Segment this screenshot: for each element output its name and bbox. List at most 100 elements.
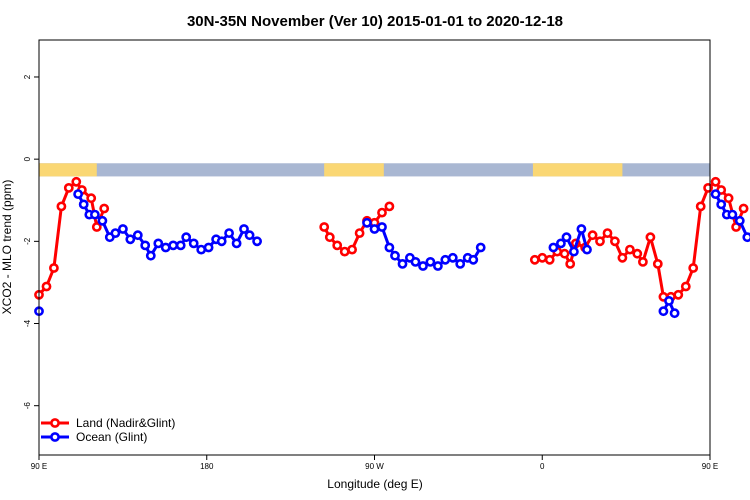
data-point (561, 232, 572, 243)
data-point (224, 228, 234, 238)
data-point (440, 254, 451, 265)
data-point (90, 209, 100, 220)
data-point (632, 248, 643, 259)
x-tick-label: 90 E (702, 462, 718, 471)
data-point (339, 246, 350, 257)
data-point (556, 238, 566, 249)
data-point (181, 232, 192, 243)
data-point (160, 242, 171, 253)
x-tick-label: 90 W (365, 462, 384, 471)
plot-frame (38, 39, 711, 456)
data-point (716, 199, 727, 210)
x-tick-label: 90 E (31, 462, 47, 471)
data-point (216, 236, 227, 247)
data-point (71, 176, 82, 187)
data-point (390, 250, 400, 261)
data-point (99, 203, 110, 214)
data-point (239, 224, 249, 234)
land-band-segment (324, 163, 384, 177)
data-point (734, 215, 745, 226)
data-point (252, 236, 262, 247)
data-point (475, 242, 486, 253)
series-line (322, 205, 391, 254)
x-axis: 90 E 180 90 W 0 90 E (31, 455, 718, 471)
y-tick-label: -2 (23, 237, 32, 245)
data-point (384, 242, 395, 253)
data-point (332, 240, 343, 251)
data-point (73, 189, 83, 199)
data-point (559, 248, 570, 259)
data-point (602, 228, 613, 238)
data-point (723, 193, 734, 204)
x-tick-label: 180 (200, 462, 214, 471)
data-point (529, 254, 540, 265)
data-point (203, 242, 214, 253)
series-layer (34, 176, 750, 319)
data-point (710, 189, 721, 199)
data-point (397, 258, 408, 269)
chart-title: 30N-35N November (Ver 10) 2015-01-01 to … (187, 13, 563, 30)
land-band-segment (39, 163, 97, 177)
data-point (617, 252, 628, 263)
legend: Land (Nadir&Glint)Ocean (Glint) (41, 416, 175, 444)
data-point (168, 240, 179, 251)
land-mask-band (39, 163, 710, 177)
data-point (544, 254, 555, 265)
data-point (425, 256, 436, 267)
data-point (118, 224, 128, 234)
data-point (384, 201, 395, 212)
data-point (727, 209, 738, 220)
data-point (145, 250, 156, 261)
data-point (688, 263, 699, 273)
data-point (188, 238, 199, 249)
data-point (78, 199, 89, 210)
data-point (347, 244, 357, 255)
data-point (125, 234, 136, 245)
series-ocean (34, 189, 750, 319)
data-point (377, 207, 387, 218)
data-point (587, 230, 598, 241)
data-point (569, 246, 579, 257)
data-point (673, 289, 684, 300)
data-point (669, 308, 680, 319)
data-point (354, 228, 365, 238)
data-point (582, 244, 592, 255)
y-axis: 2 0 -2 -4 -6 (23, 74, 39, 409)
legend-marker (50, 418, 60, 428)
data-point (319, 222, 330, 232)
data-point (537, 252, 548, 263)
data-point (410, 256, 421, 267)
data-point (244, 230, 255, 241)
data-point (369, 224, 380, 234)
data-point (231, 238, 242, 249)
legend-label: Ocean (Glint) (76, 430, 147, 444)
x-axis-label: Longitude (deg E) (327, 477, 422, 491)
data-point (324, 232, 335, 243)
data-point (455, 258, 466, 269)
y-tick-label: 2 (23, 74, 32, 79)
data-point (652, 258, 663, 269)
data-point (468, 254, 479, 265)
data-point (86, 193, 97, 204)
data-point (576, 224, 587, 234)
data-point (132, 230, 143, 241)
data-point (97, 215, 108, 226)
data-point (140, 240, 151, 251)
data-point (645, 232, 656, 243)
data-point (638, 256, 648, 267)
data-point (153, 238, 164, 249)
x-tick-label: 0 (540, 462, 545, 471)
data-point (49, 263, 59, 273)
data-point (548, 242, 559, 253)
data-point (710, 176, 721, 187)
data-point (432, 261, 443, 271)
data-point (695, 201, 706, 212)
legend-label: Land (Nadir&Glint) (76, 416, 175, 430)
y-axis-label: XCO2 - MLO trend (ppm) (0, 180, 14, 315)
data-point (565, 258, 576, 269)
data-point (703, 182, 713, 193)
data-point (664, 295, 674, 306)
y-tick-label: -6 (23, 402, 32, 410)
data-point (63, 182, 74, 193)
